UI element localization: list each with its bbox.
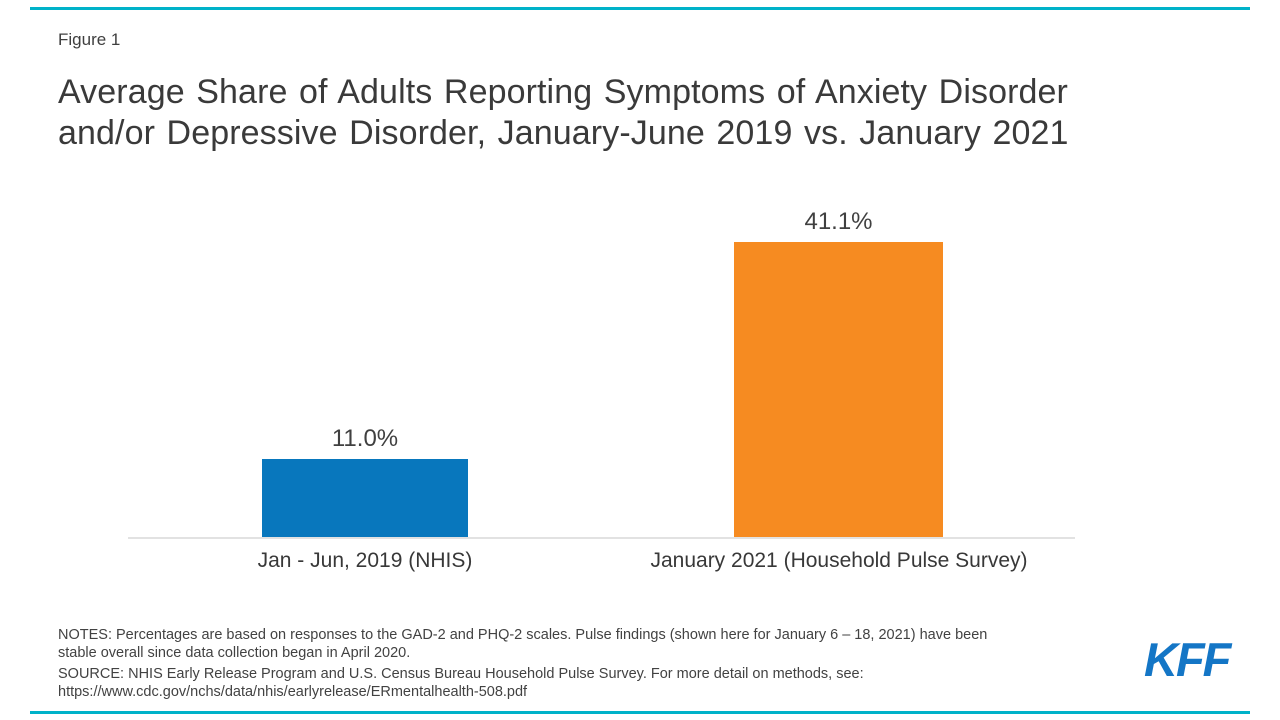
data-label-2019: 11.0%: [331, 424, 399, 452]
bar-group-2019: 11.0%: [262, 425, 468, 538]
x-axis-line: [128, 537, 1075, 539]
source-text: SOURCE: NHIS Early Release Program and U…: [58, 666, 1148, 701]
bar-2021-pulse-survey: [734, 242, 943, 538]
bottom-border-rule: [30, 711, 1250, 714]
kff-logo: KFF: [1144, 633, 1231, 686]
figure-number-label: Figure 1: [58, 30, 121, 49]
x-axis-label-2019: Jan - Jun, 2019 (NHIS): [257, 549, 473, 572]
x-axis-label-2021: January 2021 (Household Pulse Survey): [650, 549, 1028, 572]
chart-title: Average Share of Adults Reporting Sympto…: [58, 72, 1178, 154]
bar-2019-nhis: [262, 458, 468, 538]
bar-group-2021: 41.1%: [734, 208, 943, 538]
notes-line-2: stable overall since data collection beg…: [58, 644, 411, 661]
bar-chart-plot-area: 11.0% 41.1%: [128, 199, 1075, 539]
source-line-1: SOURCE: NHIS Early Release Program and U…: [58, 666, 864, 682]
top-border-rule: [30, 7, 1250, 10]
data-label-2021: 41.1%: [804, 208, 873, 236]
source-url: https://www.cdc.gov/nchs/data/nhis/early…: [58, 683, 528, 700]
chart-title-line-2: and/or Depressive Disorder, January-June…: [58, 114, 1069, 152]
notes-text: NOTES: Percentages are based on response…: [58, 627, 1148, 662]
notes-line-1: NOTES: Percentages are based on response…: [58, 627, 988, 643]
chart-title-line-1: Average Share of Adults Reporting Sympto…: [58, 73, 1068, 111]
